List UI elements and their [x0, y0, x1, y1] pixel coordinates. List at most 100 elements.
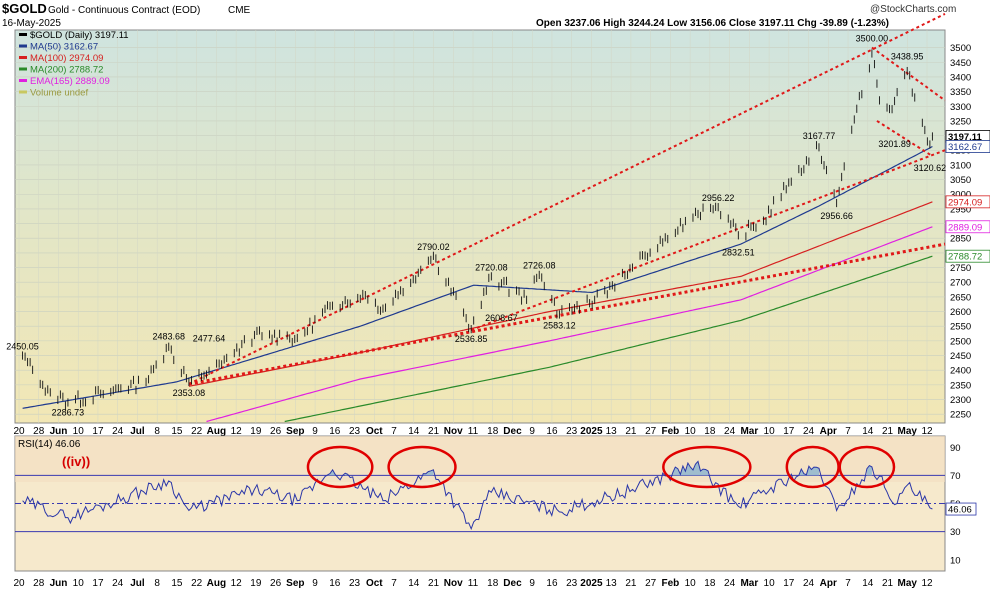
rsi-circled-regions — [306, 445, 896, 489]
ma-line-ma100 — [188, 201, 933, 387]
price-annotation: 2726.08 — [523, 261, 556, 271]
price-tick-label: 3300 — [950, 102, 971, 113]
rsi-x-tick-label: 7 — [845, 578, 851, 589]
ma-line-ma50 — [22, 145, 933, 409]
rsi-x-tick-label: Aug — [207, 578, 226, 589]
legend-swatch — [19, 33, 27, 36]
price-annotation: 3120.62 — [914, 163, 947, 173]
rsi-x-tick-label: 27 — [645, 578, 657, 589]
rsi-x-tick-label: Nov — [444, 578, 463, 589]
rsi-x-tick-label: May — [898, 578, 918, 589]
price-tick-label: 2450 — [950, 351, 971, 362]
rsi-tick-label: 30 — [950, 527, 961, 538]
price-annotations: 2450.05 2286.73 2483.68 2477.64 2353.08 2790.… — [6, 34, 946, 418]
price-annotation: 2483.68 — [152, 332, 185, 342]
price-x-tick-label: 10 — [764, 426, 776, 437]
legend-entry: MA(200) 2788.72 — [30, 65, 103, 76]
rsi-tick-label: 90 — [950, 443, 961, 454]
price-tick-label: 2650 — [950, 292, 971, 303]
rsi-x-tick-label: 24 — [724, 578, 736, 589]
trendline — [188, 242, 946, 386]
price-tick-label: 3000 — [950, 190, 971, 201]
ma-line-ema165 — [206, 226, 933, 423]
price-tick-label: 3450 — [950, 58, 971, 69]
price-x-tick-label: 24 — [112, 426, 124, 437]
rsi-x-tick-label: 22 — [191, 578, 203, 589]
price-x-tick-label: 24 — [724, 426, 736, 437]
rsi-x-tick-label: 24 — [112, 578, 124, 589]
rsi-panel: 103050709046.06 RSI(14) 46.06 ((iv)) 202… — [13, 435, 977, 589]
legend-swatch — [19, 79, 27, 82]
rsi-x-tick-label: 17 — [783, 578, 795, 589]
legend-swatch — [19, 90, 27, 94]
rsi-x-tick-label: Dec — [503, 578, 522, 589]
rsi-x-tick-label: 12 — [921, 578, 933, 589]
last-value-label: 2889.09 — [948, 222, 982, 233]
price-x-tick-label: 11 — [468, 426, 479, 437]
rsi-x-tick-label: 21 — [428, 578, 440, 589]
price-x-tick-label: 23 — [566, 426, 578, 437]
rsi-series — [22, 460, 933, 531]
rsi-x-tick-label: 20 — [13, 578, 25, 589]
price-annotation: 2286.73 — [52, 407, 85, 417]
price-x-tick-label: Jun — [50, 426, 68, 437]
rsi-x-tick-label: 13 — [606, 578, 618, 589]
price-x-tick-label: 12 — [921, 426, 933, 437]
rsi-circle-marker — [662, 445, 752, 489]
ohlc-readout: Open 3237.06 High 3244.24 Low 3156.06 Cl… — [536, 18, 889, 29]
price-tick-label: 2950 — [950, 204, 971, 215]
rsi-y-axis: 103050709046.06 — [945, 443, 977, 566]
legend-swatch — [19, 67, 27, 71]
watermark: @StockCharts.com — [870, 4, 956, 15]
price-annotation: 2450.05 — [6, 342, 39, 352]
price-x-tick-label: 9 — [312, 426, 318, 437]
price-panel-background — [14, 29, 946, 424]
price-annotation: 2583.12 — [543, 321, 576, 331]
rsi-x-tick-label: 9 — [312, 578, 318, 589]
price-panel: 2450.05 2286.73 2483.68 2477.64 2353.08 2790.… — [6, 12, 990, 437]
price-x-tick-label: May — [898, 426, 918, 437]
legend-entry: EMA(165) 2889.09 — [30, 76, 110, 87]
price-tick-label: 3250 — [950, 116, 971, 127]
rsi-x-tick-label: Feb — [662, 578, 680, 589]
price-annotation: 2536.85 — [455, 334, 488, 344]
price-x-tick-label: 26 — [270, 426, 282, 437]
rsi-x-tick-label: Oct — [366, 578, 383, 589]
price-x-tick-label: 10 — [685, 426, 697, 437]
rsi-x-tick-label: Jul — [130, 578, 145, 589]
rsi-tick-label: 70 — [950, 471, 961, 482]
ma-line-ma200 — [284, 255, 933, 423]
rsi-x-tick-label: 24 — [803, 578, 815, 589]
price-x-tick-label: 22 — [191, 426, 203, 437]
rsi-x-tick-label: 16 — [546, 578, 558, 589]
price-annotation: 3438.95 — [891, 52, 924, 62]
price-x-tick-label: 16 — [546, 426, 558, 437]
price-x-tick-label: 14 — [408, 426, 420, 437]
price-x-tick-label: Nov — [444, 426, 463, 437]
rsi-x-tick-label: Mar — [740, 578, 758, 589]
price-annotation: 2956.66 — [820, 211, 853, 221]
price-x-tick-label: 15 — [171, 426, 183, 437]
price-annotation: 3201.89 — [878, 139, 911, 149]
price-x-tick-label: 7 — [391, 426, 397, 437]
price-annotation: 2608.67 — [485, 313, 518, 323]
price-annotation: 2720.08 — [475, 262, 508, 272]
last-value-box — [945, 220, 990, 234]
rsi-x-tick-label: 16 — [329, 578, 341, 589]
price-x-tick-label: Aug — [207, 426, 226, 437]
price-x-tick-label: 20 — [13, 426, 25, 437]
rsi-x-tick-label: 10 — [764, 578, 776, 589]
rsi-x-tick-label: Jun — [50, 578, 68, 589]
price-x-tick-label: 18 — [704, 426, 716, 437]
price-x-tick-label: 16 — [329, 426, 341, 437]
price-series — [22, 49, 933, 410]
last-value-box — [945, 195, 990, 209]
price-annotation: 2790.02 — [417, 242, 450, 252]
price-annotation: 3500.00 — [856, 34, 889, 44]
legend-swatch — [19, 56, 27, 59]
price-x-tick-label: 17 — [783, 426, 795, 437]
rsi-circle-marker — [838, 445, 896, 489]
price-annotation: 2477.64 — [193, 333, 226, 343]
price-x-tick-label: Dec — [503, 426, 522, 437]
